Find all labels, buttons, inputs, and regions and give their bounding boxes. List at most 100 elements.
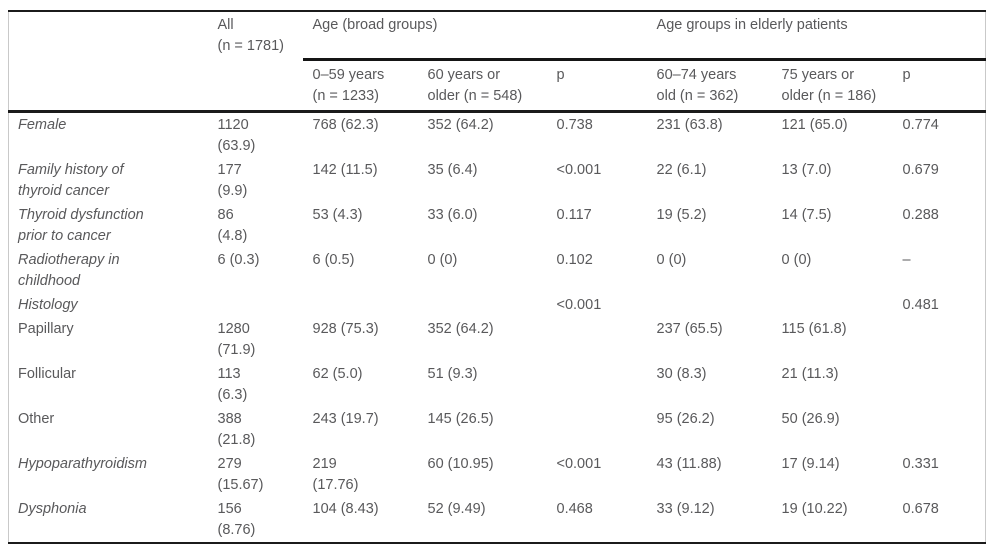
row-label: Radiotherapy in childhood <box>18 251 120 289</box>
data-cell: 14 (7.5) <box>781 206 832 223</box>
data-cell: 0.678 <box>902 500 939 517</box>
data-cell: 0.481 <box>902 296 939 313</box>
table-row: Other 388 (21.8) 243 (19.7) 145 (26.5) 95 (2… <box>9 407 986 452</box>
data-cell <box>893 407 986 452</box>
data-cell: 51 (9.3) <box>427 365 478 382</box>
data-cell: <0.001 <box>556 296 602 313</box>
data-cell: 0.102 <box>556 251 593 268</box>
data-cell: 6 (0.3) <box>217 251 260 268</box>
data-cell: 52 (9.49) <box>427 500 486 517</box>
data-cell: 1120 (63.9) <box>217 116 256 154</box>
data-cell: 17 (9.14) <box>781 455 840 472</box>
data-cell: <0.001 <box>556 161 602 178</box>
data-cell: 21 (11.3) <box>781 365 839 382</box>
data-cell: 0.117 <box>556 206 592 223</box>
data-cell: 6 (0.5) <box>312 251 355 268</box>
patient-characteristics-table: All (n = 1781) Age (broad groups) Age gr… <box>8 10 987 544</box>
table-row: Female 1120 (63.9) 768 (62.3) 352 (64.2) 0.7… <box>9 111 986 158</box>
data-cell: <0.001 <box>556 455 602 472</box>
header-subcolumn-row: 0–59 years (n = 1233) 60 years or older … <box>9 59 986 111</box>
header-col-all: All (n = 1781) <box>217 17 285 54</box>
data-cell: 0 (0) <box>656 251 687 268</box>
header-group-age-elderly: Age groups in elderly patients <box>646 11 986 61</box>
row-label: Histology <box>18 296 78 313</box>
row-label: Family history of thyroid cancer <box>18 161 124 199</box>
data-cell <box>547 317 647 362</box>
data-cell: 0.331 <box>902 455 939 472</box>
data-cell: 43 (11.88) <box>656 455 722 472</box>
data-cell <box>303 293 418 317</box>
data-cell: 388 (21.8) <box>217 410 256 448</box>
data-cell: 0.738 <box>556 116 593 133</box>
table-row: Family history of thyroid cancer 177 (9.9… <box>9 158 986 203</box>
row-label: Thyroid dysfunction prior to cancer <box>18 206 144 244</box>
data-cell: 768 (62.3) <box>312 116 379 133</box>
data-cell: 19 (5.2) <box>656 206 707 223</box>
data-cell: 35 (6.4) <box>427 161 478 178</box>
data-cell: 33 (6.0) <box>427 206 478 223</box>
data-cell: 113 (6.3) <box>217 365 248 403</box>
data-cell <box>547 407 647 452</box>
row-label: Other <box>18 410 55 427</box>
data-cell: 231 (63.8) <box>656 116 723 133</box>
data-cell: 352 (64.2) <box>427 116 494 133</box>
data-cell <box>418 293 547 317</box>
table-row: Hypoparathyroidism 279 (15.67) 219 (17.76)… <box>9 452 986 497</box>
data-cell: 0.679 <box>902 161 939 178</box>
table-row: Radiotherapy in childhood 6 (0.3) 6 (0.5) 0… <box>9 248 986 293</box>
data-cell: 95 (26.2) <box>656 410 715 427</box>
header-group-age-broad: Age (broad groups) <box>302 11 647 61</box>
data-cell: 177 (9.9) <box>217 161 248 199</box>
data-cell: 104 (8.43) <box>312 500 379 517</box>
table-row: Follicular 113 (6.3) 62 (5.0) 51 (9.3) 30 (8… <box>9 362 986 407</box>
data-cell: 0.288 <box>902 206 939 223</box>
row-label: Dysphonia <box>18 500 87 517</box>
table-row: Papillary 1280 (71.9) 928 (75.3) 352 (64.2)… <box>9 317 986 362</box>
data-cell <box>218 293 303 317</box>
header-rowlabel-empty <box>9 11 218 111</box>
data-cell: 22 (6.1) <box>656 161 707 178</box>
data-cell: 50 (26.9) <box>781 410 840 427</box>
data-cell: 0.468 <box>556 500 593 517</box>
data-cell: 145 (26.5) <box>427 410 494 427</box>
header-col-p-broad: p <box>556 66 565 83</box>
data-cell: 237 (65.5) <box>656 320 723 337</box>
data-cell: 928 (75.3) <box>312 320 379 337</box>
data-cell: 60 (10.95) <box>427 455 494 472</box>
table-row: Histology <0.001 0.481 <box>9 293 986 317</box>
table-row: Dysphonia 156 (8.76) 104 (8.43) 52 (9.49) 0.… <box>9 497 986 543</box>
data-cell: 279 (15.67) <box>217 455 264 493</box>
table-row: Thyroid dysfunction prior to cancer 86 (4… <box>9 203 986 248</box>
data-cell <box>547 362 647 407</box>
data-cell: 121 (65.0) <box>781 116 848 133</box>
row-label: Female <box>18 116 67 133</box>
data-cell: 115 (61.8) <box>781 320 847 337</box>
header-col-75-or-older: 75 years or older (n = 186) <box>781 66 877 104</box>
data-cell <box>893 317 986 362</box>
data-cell: 156 (8.76) <box>217 500 256 538</box>
row-label: Hypoparathyroidism <box>18 455 147 472</box>
header-col-60-74-years: 60–74 years old (n = 362) <box>656 66 739 104</box>
row-label: Follicular <box>18 365 77 382</box>
data-cell: – <box>902 251 911 268</box>
data-cell <box>893 362 986 407</box>
data-cell <box>772 293 893 317</box>
data-cell: 142 (11.5) <box>312 161 378 178</box>
data-cell: 19 (10.22) <box>781 500 848 517</box>
data-cell: 30 (8.3) <box>656 365 707 382</box>
table-body: Female 1120 (63.9) 768 (62.3) 352 (64.2) 0.7… <box>9 111 986 543</box>
header-col-60-or-older: 60 years or older (n = 548) <box>427 66 523 104</box>
table-header: All (n = 1781) Age (broad groups) Age gr… <box>8 11 986 111</box>
data-cell <box>647 293 772 317</box>
header-col-0-59-years: 0–59 years (n = 1233) <box>312 66 385 104</box>
data-cell: 0 (0) <box>781 251 812 268</box>
data-cell: 0 (0) <box>427 251 458 268</box>
data-cell: 1280 (71.9) <box>217 320 256 358</box>
data-cell: 352 (64.2) <box>427 320 494 337</box>
data-cell: 62 (5.0) <box>312 365 363 382</box>
data-cell: 0.774 <box>902 116 939 133</box>
header-group-row: All (n = 1781) Age (broad groups) Age gr… <box>9 11 986 61</box>
data-cell: 219 (17.76) <box>312 455 359 493</box>
row-label: Papillary <box>18 320 74 337</box>
data-cell: 243 (19.7) <box>312 410 379 427</box>
